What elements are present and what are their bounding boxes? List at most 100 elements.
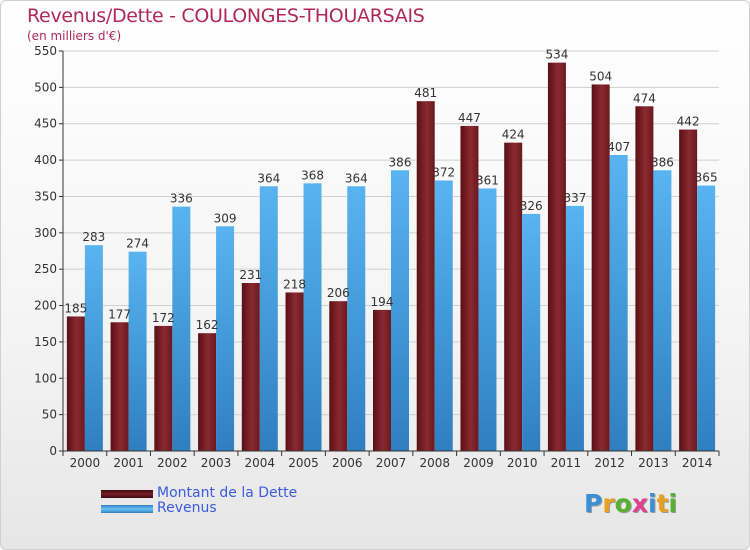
- bar-dette: [416, 101, 435, 451]
- x-tick-label: 2002: [157, 456, 188, 470]
- data-label-dette: 504: [589, 69, 612, 83]
- logo-letter: r: [602, 489, 615, 518]
- data-label-revenus: 361: [476, 173, 499, 187]
- data-label-dette: 162: [196, 318, 219, 332]
- chart-subtitle: (en milliers d'€): [27, 29, 122, 43]
- x-tick-label: 2006: [332, 456, 363, 470]
- legend-label-dette: Montant de la Dette: [157, 485, 298, 501]
- y-tick-label: 550: [34, 44, 57, 58]
- data-label-dette: 424: [502, 128, 525, 142]
- chart-title: Revenus/Dette - COULONGES-THOUARSAIS: [27, 5, 425, 27]
- data-label-revenus: 309: [214, 211, 237, 225]
- data-label-dette: 534: [545, 48, 568, 62]
- bar-dette: [679, 129, 698, 451]
- bar-revenus: [391, 170, 409, 452]
- data-label-dette: 206: [327, 286, 350, 300]
- bar-dette: [460, 125, 479, 451]
- bar-revenus: [128, 251, 147, 451]
- bar-revenus: [347, 186, 366, 452]
- bar-revenus: [216, 226, 235, 451]
- y-tick-label: 150: [34, 335, 57, 349]
- bar-dette: [591, 84, 610, 452]
- bar-dette: [285, 292, 304, 451]
- bar-revenus: [522, 213, 541, 451]
- bar-revenus: [609, 155, 628, 451]
- logo-letter: i: [648, 489, 657, 518]
- bar-revenus: [653, 170, 672, 452]
- data-label-revenus: 283: [82, 230, 105, 244]
- x-tick-label: 2005: [288, 456, 319, 470]
- bar-revenus: [259, 186, 278, 452]
- data-label-revenus: 337: [563, 191, 586, 205]
- x-tick-label: 2004: [245, 456, 276, 470]
- data-label-dette: 218: [283, 277, 306, 291]
- data-label-revenus: 364: [345, 171, 368, 185]
- bar-dette: [635, 106, 654, 451]
- data-label-dette: 177: [108, 307, 131, 321]
- y-tick-label: 250: [34, 262, 57, 276]
- x-tick-label: 2011: [551, 456, 582, 470]
- data-label-dette: 172: [152, 311, 175, 325]
- x-tick-label: 2009: [463, 456, 494, 470]
- data-label-revenus: 386: [651, 155, 674, 169]
- y-tick-label: 50: [42, 408, 57, 422]
- data-label-revenus: 407: [607, 140, 630, 154]
- legend-swatch-revenus: [101, 505, 153, 513]
- bar-revenus: [172, 206, 191, 451]
- data-label-revenus: 386: [389, 155, 412, 169]
- bar-dette: [547, 62, 566, 452]
- logo-letter: x: [631, 489, 648, 518]
- y-tick-label: 300: [34, 226, 57, 240]
- bar-dette: [373, 309, 391, 451]
- bar-dette: [241, 283, 260, 451]
- data-label-dette: 194: [371, 295, 394, 309]
- y-tick-label: 450: [34, 117, 57, 131]
- y-tick-label: 400: [34, 153, 57, 167]
- y-tick-label: 350: [34, 189, 57, 203]
- x-tick-label: 2008: [419, 456, 450, 470]
- bar-dette: [504, 142, 523, 452]
- bar-dette: [329, 301, 348, 451]
- x-tick-label: 2007: [376, 456, 407, 470]
- proxiti-logo: Proxiti: [584, 489, 677, 518]
- bar-revenus: [303, 183, 322, 451]
- data-label-revenus: 372: [432, 165, 455, 179]
- data-label-dette: 231: [239, 268, 262, 282]
- bar-revenus: [565, 205, 584, 451]
- bar-dette: [110, 322, 129, 451]
- logo-letter: P: [584, 489, 603, 518]
- data-label-dette: 474: [633, 91, 656, 105]
- data-label-dette: 447: [458, 111, 481, 125]
- y-tick-label: 100: [34, 371, 57, 385]
- logo-letter: t: [656, 489, 669, 518]
- x-tick-label: 2012: [594, 456, 625, 470]
- data-label-revenus: 365: [695, 171, 718, 185]
- data-label-dette: 481: [414, 86, 437, 100]
- data-label-revenus: 274: [126, 237, 149, 251]
- data-label-revenus: 364: [257, 171, 280, 185]
- y-tick-label: 500: [34, 80, 57, 94]
- y-tick-label: 0: [49, 444, 57, 458]
- logo-letter: o: [614, 489, 632, 518]
- data-label-revenus: 336: [170, 192, 193, 206]
- x-tick-label: 2010: [507, 456, 538, 470]
- data-label-revenus: 326: [520, 199, 543, 213]
- x-tick-label: 2003: [201, 456, 232, 470]
- x-tick-label: 2014: [682, 456, 713, 470]
- legend-swatch-dette: [101, 490, 153, 498]
- bar-revenus: [478, 188, 497, 452]
- data-label-revenus: 368: [301, 168, 324, 182]
- data-label-dette: 442: [677, 115, 700, 129]
- bar-dette: [198, 333, 217, 451]
- x-tick-label: 2013: [638, 456, 669, 470]
- bar-revenus: [697, 185, 716, 451]
- legend-label-revenus: Revenus: [157, 500, 217, 516]
- logo-letter: i: [668, 489, 678, 518]
- bar-revenus: [84, 245, 103, 451]
- data-label-dette: 185: [64, 301, 87, 315]
- bar-revenus: [434, 180, 453, 452]
- x-tick-label: 2001: [113, 456, 144, 470]
- y-tick-label: 200: [34, 299, 57, 313]
